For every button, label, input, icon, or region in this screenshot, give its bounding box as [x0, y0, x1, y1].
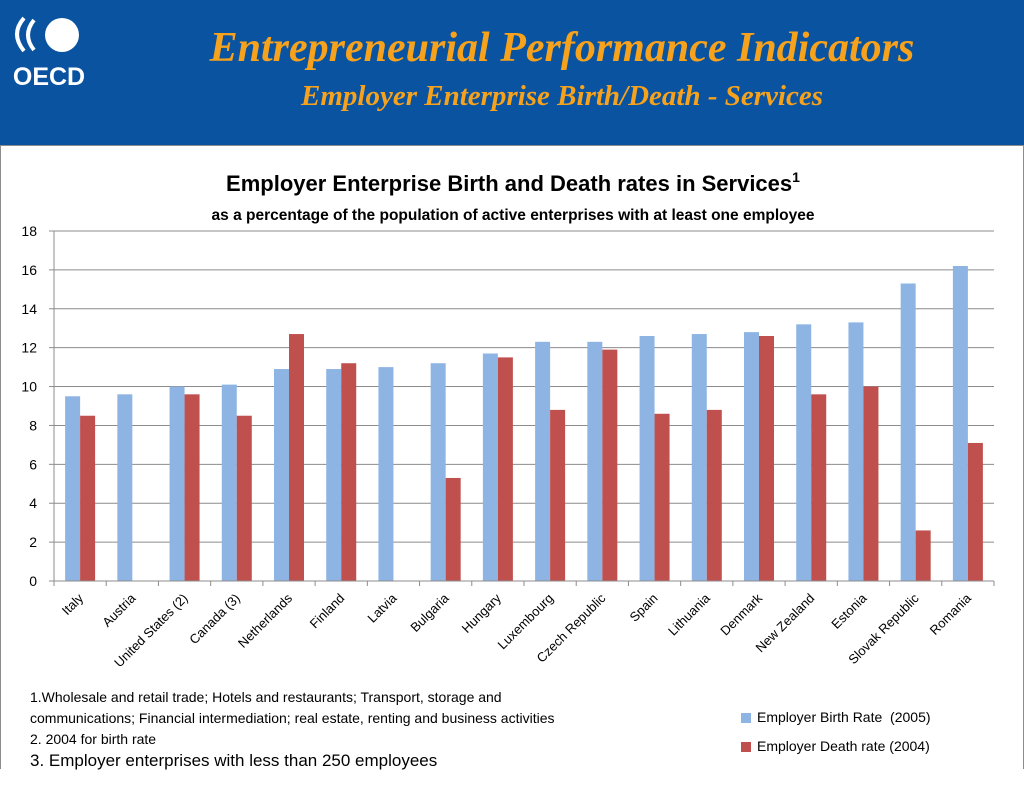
logo-arc-inner: [26, 18, 36, 52]
chart-title-superscript: 1: [792, 169, 800, 185]
bar-death-rate-united-states-2: [184, 394, 200, 581]
bar-birth-rate-latvia: [378, 367, 394, 581]
footnotes: 1.Wholesale and retail trade; Hotels and…: [30, 687, 670, 771]
bar-birth-rate-austria: [117, 394, 133, 581]
slide-header: OECD Entrepreneurial Performance Indicat…: [0, 0, 1024, 145]
x-tick-label: Romania: [927, 590, 975, 638]
chart-legend: Employer Birth Rate (2005) Employer Deat…: [741, 708, 931, 766]
y-tick-label: 2: [29, 534, 37, 550]
y-tick-label: 12: [21, 340, 37, 356]
legend-label-death-rate: Employer Death rate (2004): [757, 738, 930, 754]
x-tick-label: Lithuania: [665, 590, 713, 638]
y-tick-label: 18: [21, 223, 37, 239]
bars: [65, 266, 983, 581]
oecd-logo: OECD: [13, 16, 85, 90]
y-tick-label: 10: [21, 379, 37, 395]
bar-birth-rate-lithuania: [691, 334, 707, 581]
bar-death-rate-denmark: [759, 336, 774, 581]
bar-death-rate-slovak-republic: [915, 530, 931, 581]
bar-death-rate-lithuania: [706, 409, 722, 581]
bar-death-rate-luxembourg: [550, 409, 566, 581]
axes: [53, 231, 995, 586]
logo-text: OECD: [13, 63, 85, 90]
legend-swatch-death-rate: [741, 742, 751, 752]
chart-panel: Employer Enterprise Birth and Death rate…: [0, 145, 1024, 769]
x-tick-label: Austria: [99, 590, 139, 630]
y-tick-label: 0: [29, 573, 37, 589]
footnote-2: 2. 2004 for birth rate: [30, 731, 157, 747]
y-axis-ticks: 0 2 4 6 8 10 12 14 16 18: [21, 223, 54, 589]
logo-circle: [45, 18, 79, 52]
bar-chart: Employer Enterprise Birth and Death rate…: [21, 169, 995, 670]
footnote-1-line-2: communications; Financial intermediation…: [30, 710, 555, 726]
bar-birth-rate-finland: [326, 369, 342, 581]
bar-birth-rate-bulgaria: [430, 363, 446, 581]
bar-birth-rate-slovak-republic: [900, 283, 916, 581]
x-tick-label: Canada (3): [186, 591, 243, 648]
chart-subtitle: as a percentage of the population of act…: [212, 207, 815, 224]
chart-title-text: Employer Enterprise Birth and Death rate…: [226, 171, 792, 196]
y-tick-label: 6: [29, 456, 37, 472]
footnote-3: 3. Employer enterprises with less than 2…: [30, 751, 438, 770]
bar-birth-rate-czech-republic: [587, 341, 603, 581]
logo-arc-outer: [15, 16, 26, 53]
y-tick-label: 14: [21, 301, 37, 317]
bar-death-rate-finland: [341, 363, 357, 581]
bar-death-rate-canada-3: [236, 415, 252, 581]
x-tick-label: Denmark: [717, 590, 765, 638]
x-tick-label: Estonia: [828, 590, 870, 632]
bar-death-rate-new-zealand: [811, 394, 827, 581]
bar-death-rate-bulgaria: [445, 477, 461, 581]
bar-birth-rate-netherlands: [274, 369, 289, 581]
bar-birth-rate-united-states-2: [169, 386, 185, 581]
bar-birth-rate-canada-3: [221, 384, 237, 581]
y-tick-label: 4: [29, 495, 37, 511]
bar-birth-rate-romania: [952, 266, 968, 581]
footnote-1-line-1: 1.Wholesale and retail trade; Hotels and…: [30, 689, 502, 705]
chart-title: Employer Enterprise Birth and Death rate…: [226, 169, 800, 196]
bar-death-rate-czech-republic: [602, 349, 618, 581]
bar-death-rate-romania: [967, 442, 983, 581]
bar-death-rate-estonia: [863, 386, 879, 581]
bar-birth-rate-italy: [65, 396, 81, 581]
bar-birth-rate-luxembourg: [535, 341, 551, 581]
slide-title: Entrepreneurial Performance Indicators: [209, 25, 915, 71]
bar-death-rate-hungary: [497, 357, 513, 581]
legend-label-birth-rate: Employer Birth Rate (2005): [757, 709, 931, 725]
bar-death-rate-spain: [654, 413, 670, 581]
bar-death-rate-netherlands: [289, 334, 304, 581]
x-tick-label: Hungary: [459, 590, 505, 636]
x-tick-label: Bulgaria: [407, 590, 452, 635]
x-tick-label: Finland: [307, 591, 348, 632]
legend-swatch-birth-rate: [741, 713, 751, 723]
bar-birth-rate-denmark: [744, 332, 759, 581]
y-tick-label: 8: [29, 417, 37, 433]
bar-birth-rate-spain: [639, 336, 655, 581]
legend-item-death-rate: Employer Death rate (2004): [741, 737, 930, 766]
x-tick-label: Spain: [627, 591, 661, 625]
bar-birth-rate-estonia: [848, 322, 864, 581]
y-tick-label: 16: [21, 262, 37, 278]
bar-birth-rate-new-zealand: [796, 324, 812, 581]
gridlines: [54, 230, 994, 543]
slide-subtitle: Employer Enterprise Birth/Death - Servic…: [301, 80, 823, 112]
x-tick-label: Latvia: [364, 590, 400, 626]
legend-item-birth-rate: Employer Birth Rate (2005): [741, 708, 931, 737]
bar-birth-rate-hungary: [482, 353, 498, 581]
bar-death-rate-italy: [80, 415, 96, 581]
x-tick-label: Netherlands: [235, 590, 296, 651]
x-tick-label: Italy: [59, 590, 87, 618]
